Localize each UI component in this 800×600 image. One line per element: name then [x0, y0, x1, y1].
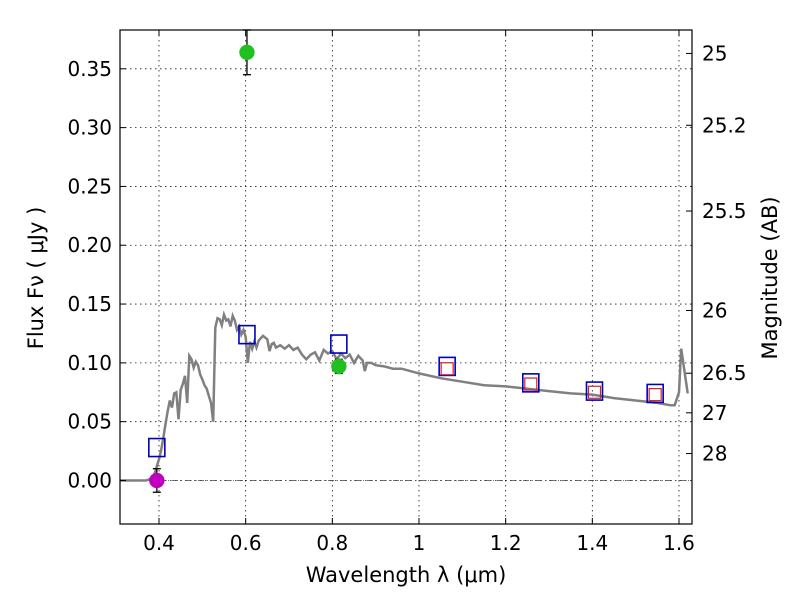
magnitude-tick-label: 26.5	[702, 361, 747, 385]
model-band-point	[521, 373, 540, 393]
y-tick-label: 0.00	[67, 468, 112, 492]
magnitude-axis-label: Magnitude (AB)	[758, 196, 782, 359]
magnitude-tick-label: 27	[702, 401, 727, 425]
observed-points	[149, 29, 347, 493]
x-tick-label: 1.6	[663, 531, 695, 555]
x-tick-label: 1	[413, 531, 426, 555]
y-axis-label: Flux Fν ( μJy )	[24, 207, 48, 350]
model-band-point	[585, 381, 604, 401]
y-axis-ticks: 0.00 0.05 0.10 0.15 0.20 0.25 0.30 0.35	[67, 57, 126, 492]
y-tick-label: 0.10	[67, 351, 112, 375]
model-band-points	[148, 324, 664, 458]
magnitude-axis-ticks: 25 25.2 25.5 26 26.5 27 28	[686, 41, 747, 466]
measured-point	[587, 385, 602, 399]
x-tick-label: 0.6	[230, 531, 262, 555]
magnitude-tick-label: 26	[702, 298, 727, 322]
x-tick-label: 1.4	[576, 531, 608, 555]
y-tick-label: 0.30	[67, 116, 112, 140]
y-tick-label: 0.35	[67, 57, 112, 81]
x-tick-label: 1.2	[490, 531, 522, 555]
magnitude-tick-label: 28	[702, 442, 727, 466]
x-axis-label: Wavelength λ (μm)	[306, 563, 507, 587]
y-tick-label: 0.25	[67, 174, 112, 198]
grid	[120, 30, 692, 524]
magnitude-tick-label: 25.5	[702, 199, 747, 223]
measured-points	[440, 362, 662, 402]
measured-point	[648, 388, 662, 402]
model-band-point	[148, 437, 166, 458]
x-tick-label: 0.4	[143, 531, 175, 555]
model-band-point	[438, 356, 456, 377]
x-axis-ticks: 0.4 0.6 0.8 1 1.2 1.4 1.6	[143, 30, 695, 555]
x-tick-label: 0.8	[316, 531, 348, 555]
observed-point	[239, 44, 255, 61]
measured-point	[524, 377, 538, 391]
y-tick-label: 0.15	[67, 292, 112, 316]
model-band-point	[330, 334, 348, 354]
observed-point	[149, 472, 165, 489]
model-band-point	[238, 324, 256, 345]
magnitude-tick-label: 25	[702, 41, 727, 65]
model-band-point	[646, 383, 664, 404]
measured-point	[440, 362, 454, 376]
model-spectrum-line	[120, 310, 689, 482]
observed-point	[331, 358, 347, 375]
plot-frame	[119, 29, 693, 525]
y-tick-label: 0.20	[67, 233, 112, 257]
magnitude-tick-label: 25.2	[702, 113, 747, 137]
y-tick-label: 0.05	[67, 410, 112, 434]
